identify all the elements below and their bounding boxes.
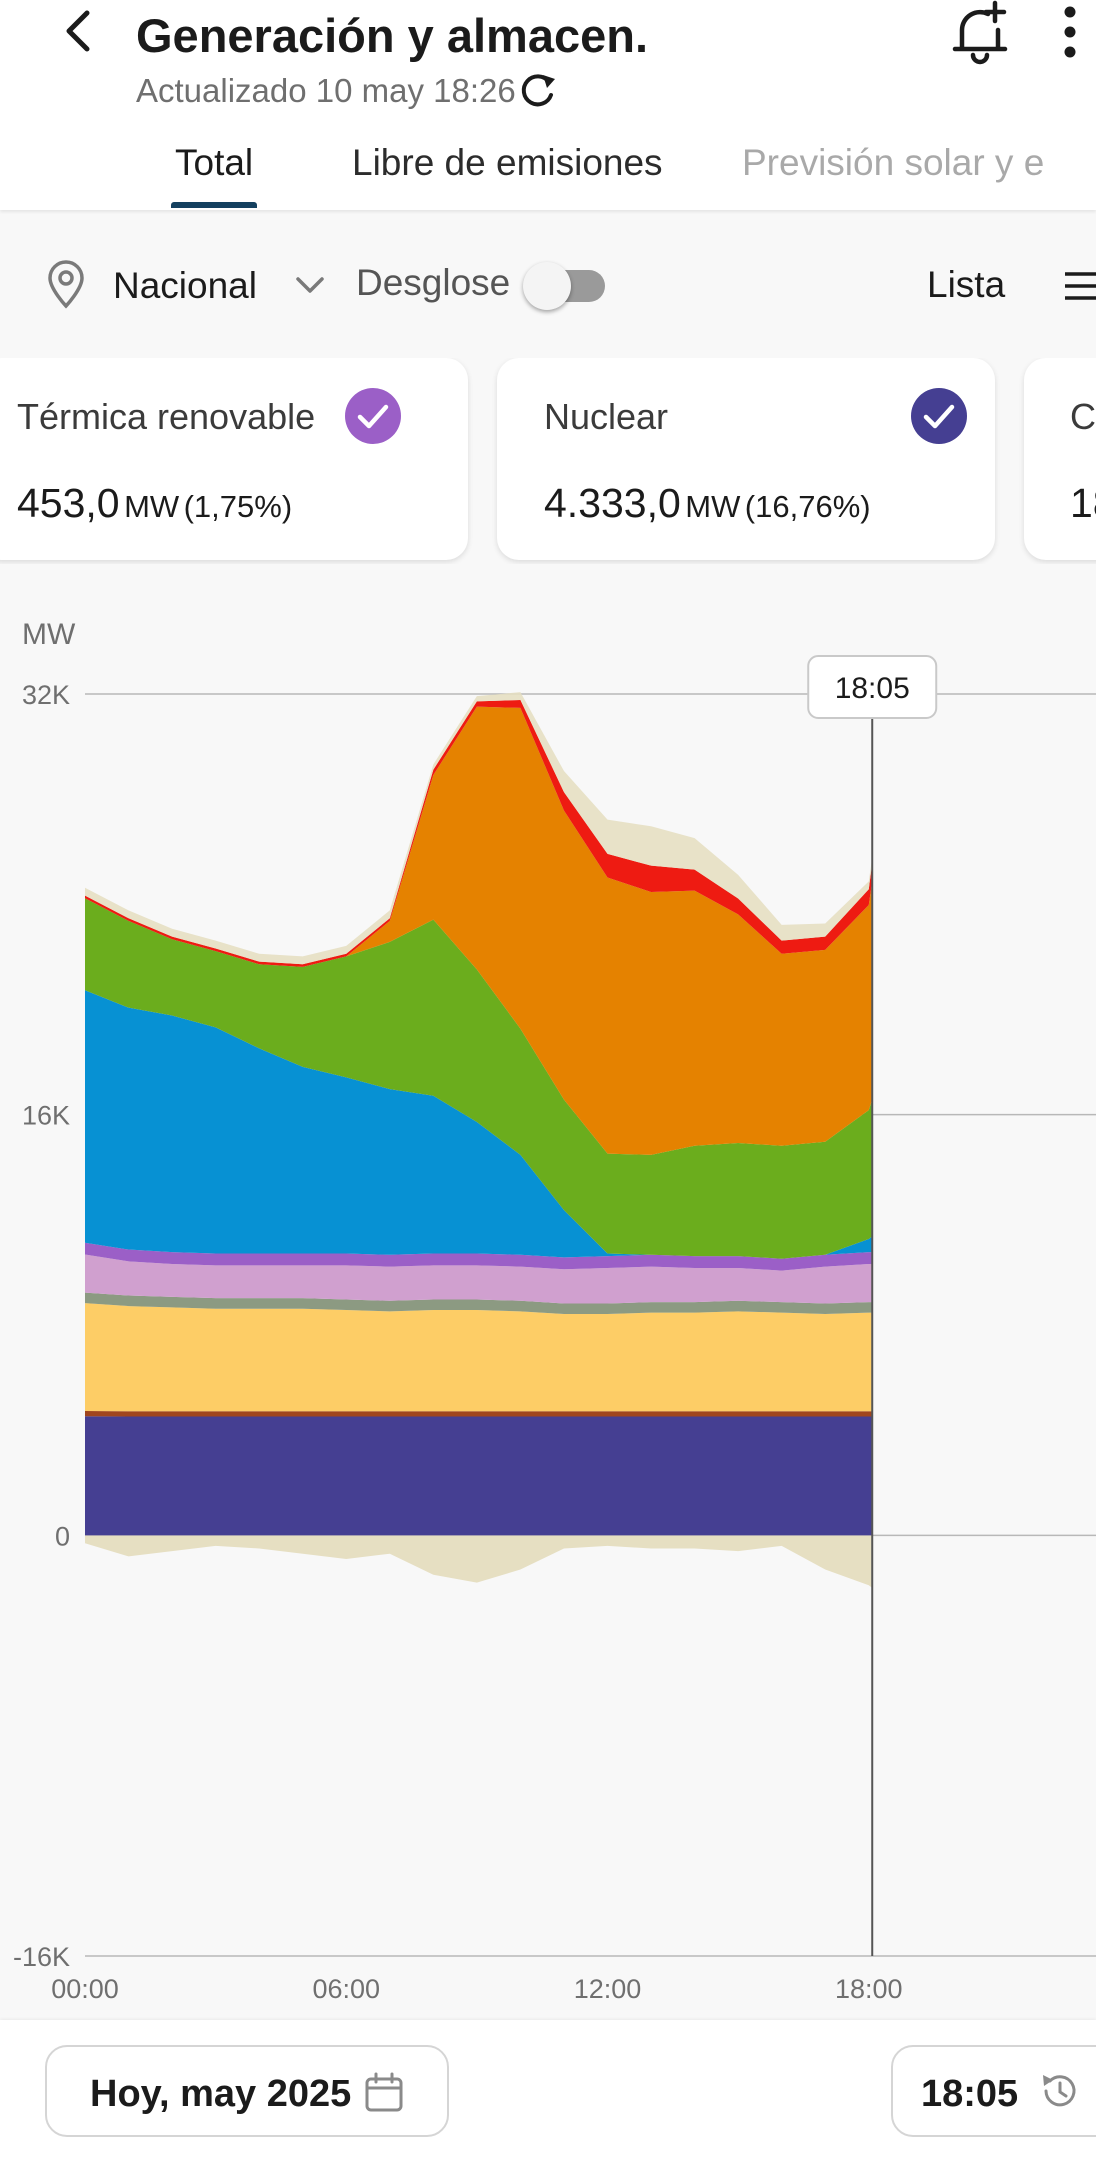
negative-area — [85, 1535, 873, 1588]
card-value-number: 4.333,0 — [544, 480, 681, 526]
card-value-unit: MW — [685, 489, 741, 524]
area-series-0 — [85, 1416, 873, 1536]
time-picker-button[interactable]: 18:05 — [891, 2045, 1096, 2137]
list-view-icon[interactable] — [1062, 266, 1096, 306]
card-value: 4.333,0 MW (16,76%) — [544, 480, 871, 527]
y-tick-label: 32K — [22, 680, 70, 710]
x-tick-label: 00:00 — [51, 1974, 119, 2000]
page-title: Generación y almacen. — [136, 9, 649, 62]
card-value: 18 — [1070, 480, 1096, 527]
last-updated: Actualizado 10 may 18:26 — [136, 72, 516, 109]
card-title: Térmica renovable — [17, 396, 316, 437]
card-value-number: 453,0 — [17, 480, 120, 526]
area-series-5 — [85, 1242, 873, 1271]
filter-bar: Nacional Desglose Lista — [0, 240, 1096, 330]
tab-emission-free[interactable]: Libre de emisiones — [352, 142, 663, 183]
refresh-icon[interactable] — [514, 68, 560, 114]
x-tick-label: 18:00 — [835, 1974, 903, 2000]
back-arrow-icon[interactable] — [55, 5, 105, 55]
y-tick-label: -16K — [13, 1942, 70, 1972]
date-picker-button[interactable]: Hoy, may 2025 — [45, 2045, 449, 2137]
history-icon — [1043, 2075, 1076, 2107]
add-alert-bell-icon[interactable] — [948, 0, 1012, 66]
card-renewable-thermal[interactable]: Térmica renovable 453,0 MW (1,75%) — [0, 358, 468, 560]
y-tick-label: 0 — [55, 1521, 70, 1551]
region-selector[interactable]: Nacional — [113, 265, 257, 306]
area-series-7 — [85, 898, 873, 1259]
y-tick-label: 16K — [22, 1101, 70, 1131]
card-value-unit: MW — [124, 489, 180, 524]
area-series-2 — [85, 1303, 873, 1412]
chevron-down-icon[interactable] — [293, 270, 327, 300]
calendar-icon — [365, 2072, 403, 2112]
card-value: 453,0 MW (1,75%) — [17, 480, 292, 527]
x-tick-label: 12:00 — [574, 1974, 642, 2000]
technology-cards: Térmica renovable 453,0 MW (1,75%) Nucle… — [0, 358, 1096, 564]
area-series-8 — [85, 706, 873, 1155]
breakdown-label: Desglose — [356, 262, 511, 303]
area-series-9 — [85, 700, 873, 967]
card-nuclear[interactable]: Nuclear 4.333,0 MW (16,76%) — [497, 358, 995, 560]
toggle-thumb — [523, 262, 571, 310]
time-label: 18:05 — [921, 2073, 1019, 2115]
checkmark-icon[interactable] — [345, 388, 401, 444]
bottom-bar: Hoy, may 2025 18:05 — [0, 2020, 1096, 2169]
y-axis-unit-label: MW — [22, 618, 76, 651]
tab-solar-forecast[interactable]: Previsión solar y e — [742, 142, 1045, 183]
list-view-label[interactable]: Lista — [927, 264, 1006, 305]
card-value-percent: (1,75%) — [183, 489, 293, 524]
top-envelope-area — [85, 692, 873, 965]
card-value-percent: (16,76%) — [744, 489, 871, 524]
card-value-number: 18 — [1070, 480, 1096, 526]
tab-bar: Total Libre de emisiones Previsión solar… — [0, 130, 1096, 210]
date-label: Hoy, may 2025 — [90, 2073, 352, 2115]
x-tick-label: 06:00 — [312, 1974, 380, 2000]
card-title: C — [1070, 396, 1096, 437]
area-series-4 — [85, 1254, 873, 1304]
area-series-6 — [85, 990, 873, 1259]
cursor-time-box — [807, 655, 938, 719]
more-vertical-icon[interactable] — [1055, 4, 1085, 64]
area-series-3 — [85, 1292, 873, 1314]
card-partial[interactable]: C 18 — [1024, 358, 1096, 560]
active-tab-indicator — [171, 202, 257, 208]
app-header: Generación y almacen. Actualizado 10 may… — [0, 0, 1096, 210]
cursor-time-label: 18:05 — [835, 672, 910, 705]
area-series-1 — [85, 1410, 873, 1417]
breakdown-toggle[interactable] — [523, 260, 609, 310]
location-pin-icon[interactable] — [44, 260, 88, 310]
tab-total[interactable]: Total — [175, 142, 254, 183]
card-title: Nuclear — [544, 396, 669, 437]
checkmark-icon[interactable] — [911, 388, 967, 444]
